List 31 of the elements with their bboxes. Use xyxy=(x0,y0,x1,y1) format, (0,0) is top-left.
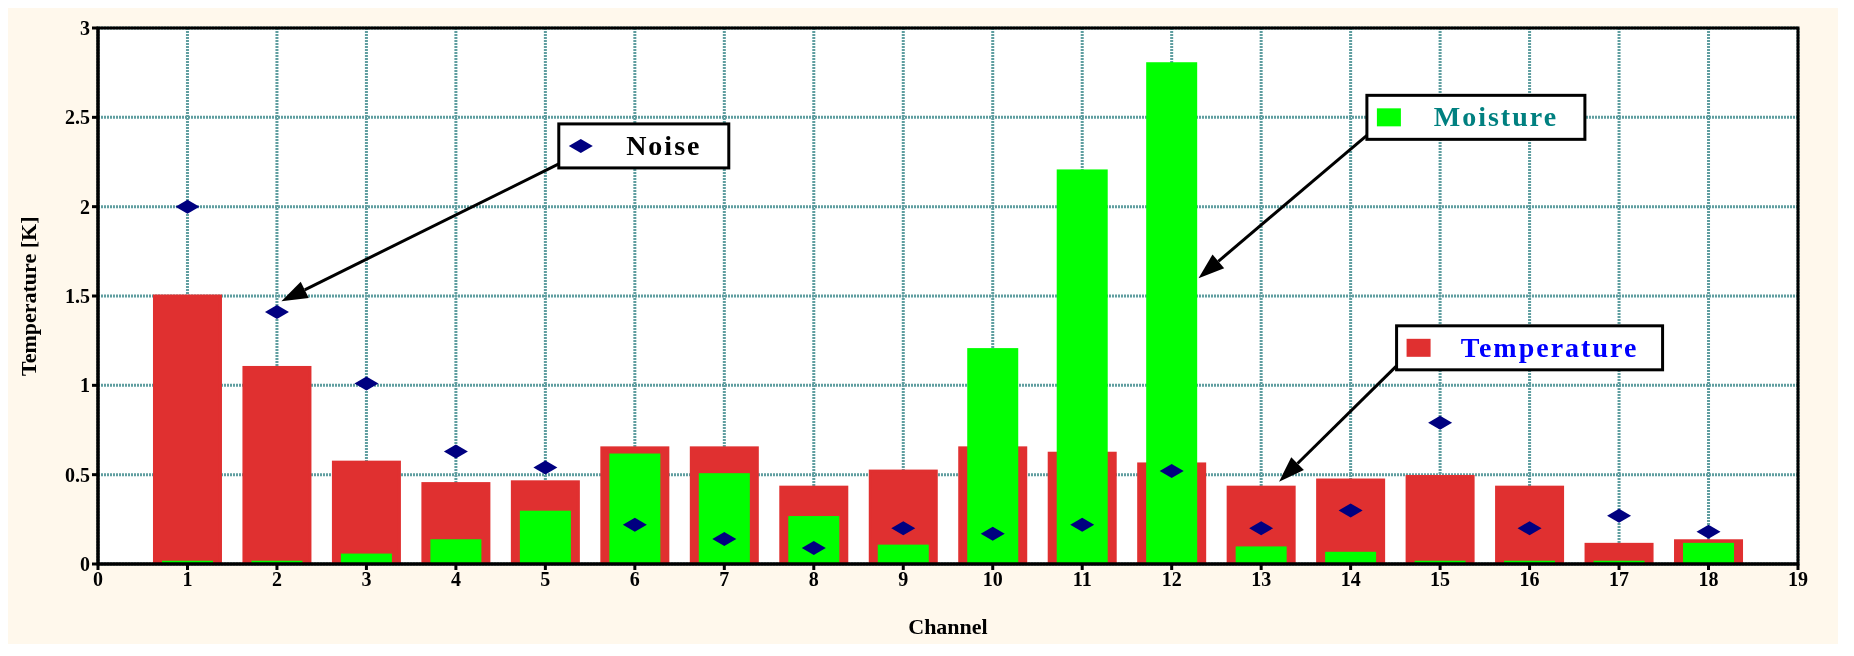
x-tick-label: 17 xyxy=(1609,568,1630,591)
x-tick-label: 16 xyxy=(1519,568,1540,591)
x-tick-label: 2 xyxy=(271,568,282,591)
x-tick-label: 11 xyxy=(1072,568,1092,591)
x-tick-label: 18 xyxy=(1698,568,1719,591)
y-axis-title: Temperature [K] xyxy=(15,216,41,376)
y-tick-label: 0 xyxy=(80,553,90,576)
x-tick-label: 15 xyxy=(1430,568,1451,591)
x-tick-label: 6 xyxy=(629,568,640,591)
x-tick-label: 12 xyxy=(1161,568,1182,591)
x-tick-label: 14 xyxy=(1340,568,1361,591)
x-axis-title: Channel xyxy=(908,614,988,639)
x-tick-label: 19 xyxy=(1788,568,1808,591)
x-tick-label: 10 xyxy=(982,568,1003,591)
legend-label: Moisture xyxy=(1433,101,1559,133)
x-tick-label: 1 xyxy=(182,568,193,591)
x-tick-label: 5 xyxy=(540,568,551,591)
x-tick-label: 13 xyxy=(1251,568,1272,591)
x-tick-label: 4 xyxy=(450,568,461,591)
y-tick-label: 0.5 xyxy=(65,463,90,486)
legend-label: Temperature xyxy=(1460,331,1639,363)
x-tick-label: 8 xyxy=(808,568,819,591)
x-tick-label: 7 xyxy=(719,568,730,591)
y-tick-label: 3 xyxy=(80,17,90,40)
y-tick-label: 1 xyxy=(80,374,90,397)
x-tick-label: 9 xyxy=(898,568,909,591)
legend-label: Noise xyxy=(626,129,702,161)
y-tick-label: 1.5 xyxy=(65,285,90,308)
x-tick-label: 3 xyxy=(361,568,372,591)
y-tick-label: 2 xyxy=(80,195,90,218)
y-tick-label: 2.5 xyxy=(65,106,90,129)
